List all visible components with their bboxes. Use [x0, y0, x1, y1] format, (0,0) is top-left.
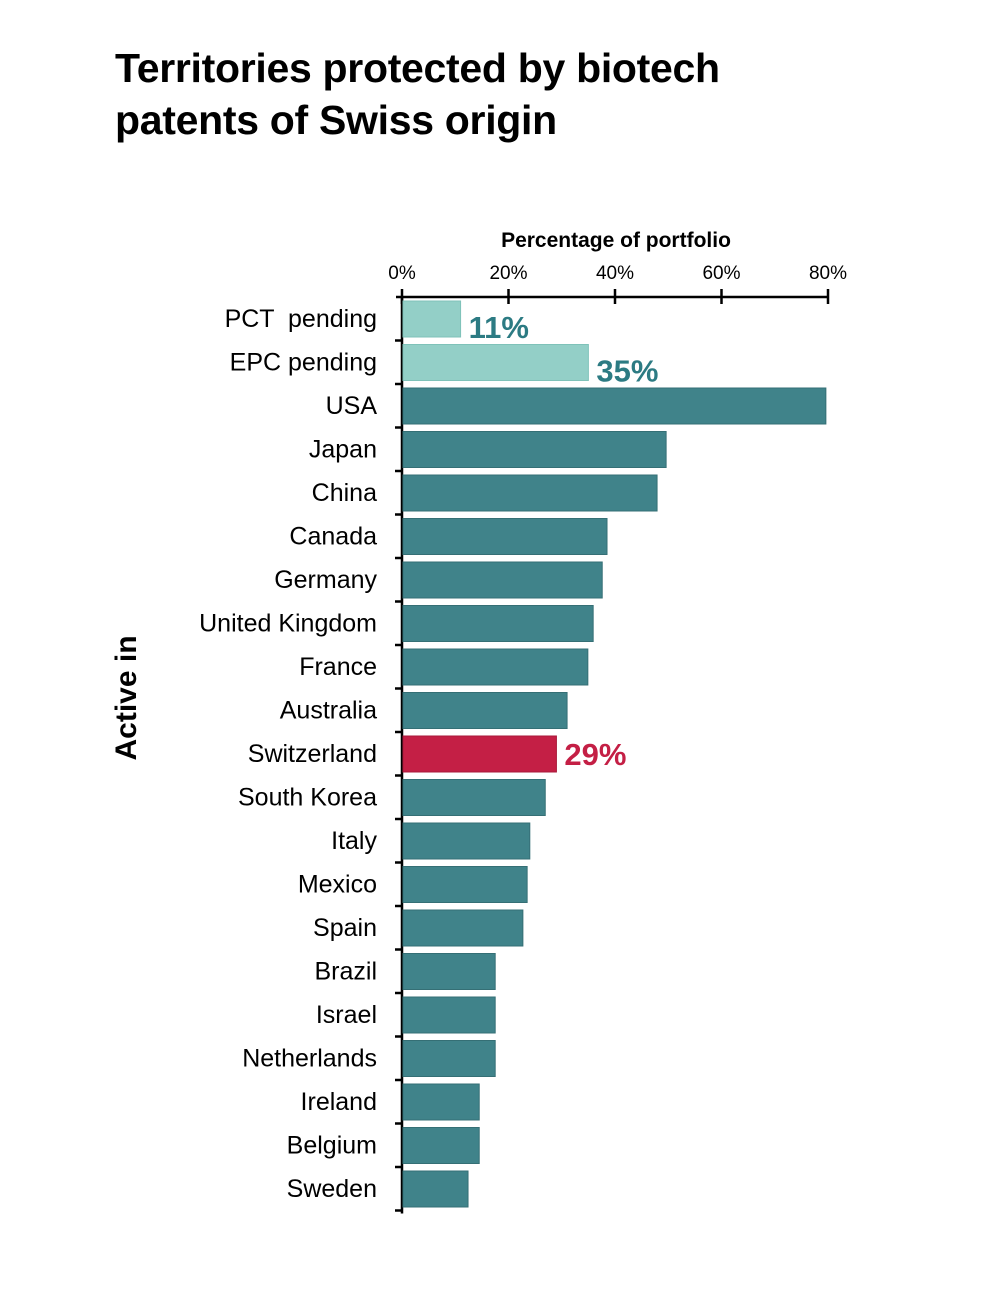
y-tick-label: Brazil: [314, 958, 377, 986]
y-tick-label: PCT pending: [225, 305, 377, 333]
bar-china: [402, 474, 658, 512]
bar-spain: [402, 909, 524, 947]
y-tick-label: Switzerland: [248, 740, 377, 768]
bar-sweden: [402, 1170, 469, 1208]
bar-united-kingdom: [402, 605, 594, 642]
bar-mexico: [402, 866, 528, 903]
y-tick-label: Netherlands: [242, 1045, 377, 1073]
x-tick-label: 60%: [702, 263, 740, 284]
bar-epc-pending: [402, 344, 589, 381]
y-tick-label: Australia: [280, 697, 377, 725]
y-tick-label: Mexico: [298, 871, 377, 899]
bar-pct-pending: [402, 300, 462, 338]
bar-ireland: [402, 1083, 480, 1121]
x-axis-label: Percentage of portfolio: [501, 229, 731, 252]
bar-canada: [402, 518, 608, 555]
y-tick-label: Canada: [289, 523, 377, 551]
bar-switzerland: [402, 735, 557, 773]
y-tick-label: Japan: [309, 436, 377, 464]
y-tick-label: Germany: [274, 566, 377, 594]
y-tick-label: Italy: [331, 827, 377, 855]
bar-japan: [402, 431, 667, 468]
y-tick-label: South Korea: [238, 784, 377, 812]
data-label: 29%: [564, 737, 626, 772]
data-label: 35%: [596, 354, 658, 389]
x-tick-label: 0%: [388, 263, 416, 284]
y-tick-label: China: [312, 479, 377, 507]
y-tick-label: USA: [326, 392, 378, 420]
y-tick-label: France: [299, 653, 377, 681]
bar-australia: [402, 692, 568, 729]
bar-brazil: [402, 953, 496, 990]
y-axis-label: Active in: [110, 635, 143, 760]
bar-netherlands: [402, 1040, 496, 1077]
bar-italy: [402, 822, 531, 860]
x-tick-label: 80%: [809, 263, 847, 284]
y-tick-label: Israel: [316, 1001, 377, 1029]
y-tick-label: Spain: [313, 914, 377, 942]
bar-france: [402, 648, 589, 686]
bar-belgium: [402, 1127, 480, 1164]
x-tick-label: 20%: [489, 263, 527, 284]
chart-title: Territories protected by biotech patents…: [115, 45, 720, 143]
y-tick-label: United Kingdom: [199, 610, 377, 638]
data-label: 11%: [469, 310, 529, 345]
y-tick-label: Sweden: [287, 1175, 377, 1203]
bar-usa: [402, 387, 827, 425]
y-tick-label: Belgium: [287, 1132, 377, 1160]
bar-israel: [402, 996, 496, 1034]
y-tick-label: EPC pending: [230, 349, 377, 377]
bar-south-korea: [402, 779, 546, 816]
x-tick-label: 40%: [596, 263, 634, 284]
bar-germany: [402, 561, 603, 599]
y-tick-label: Ireland: [301, 1088, 377, 1116]
